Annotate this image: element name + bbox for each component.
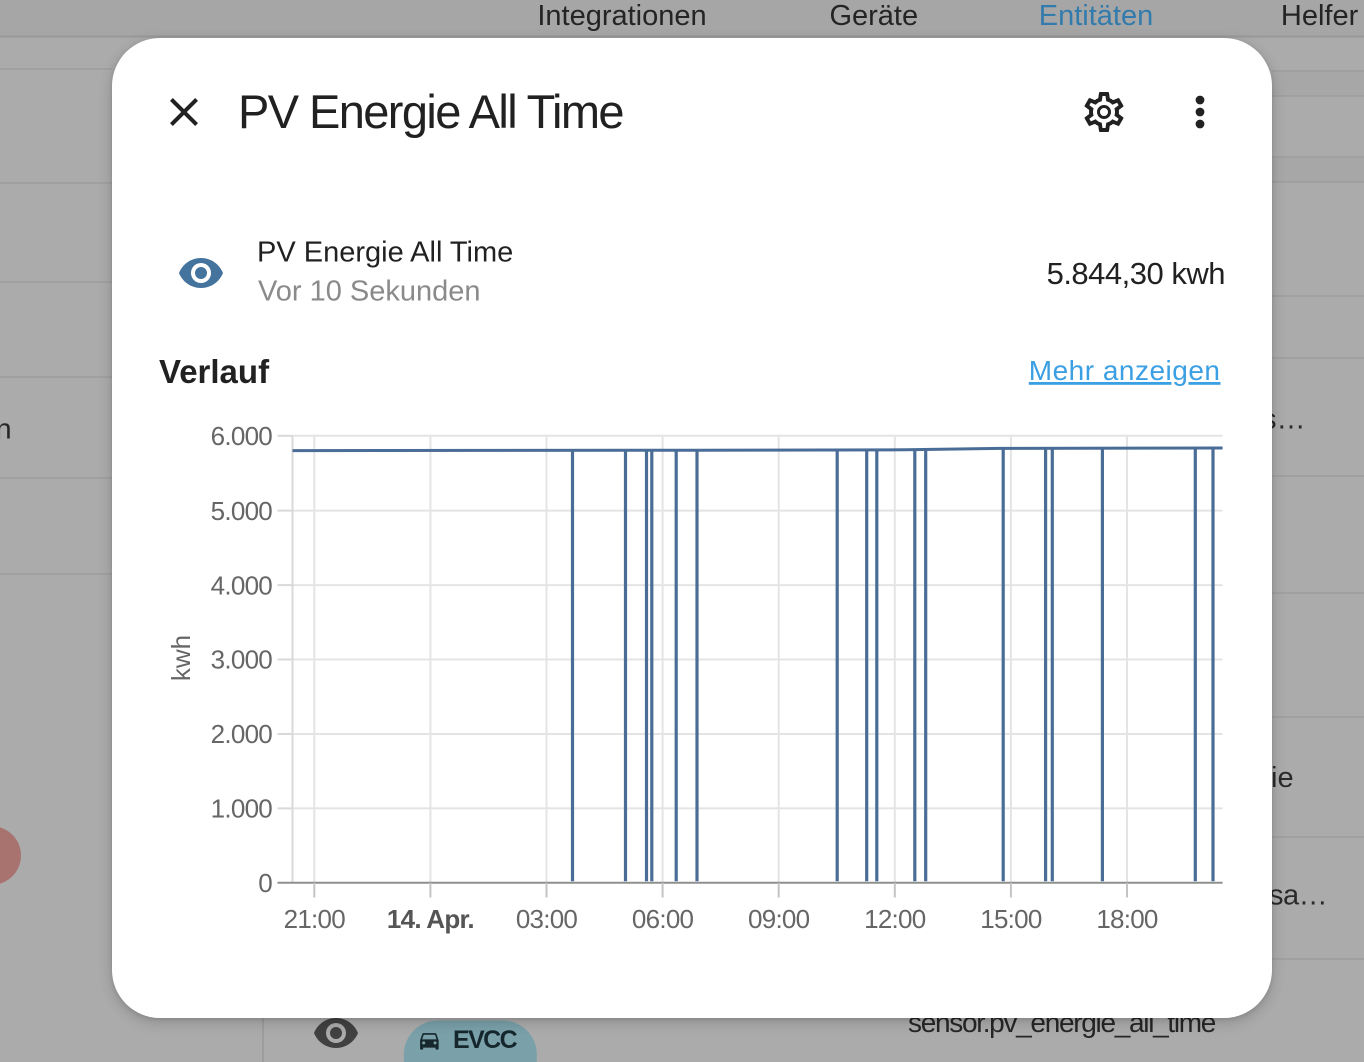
svg-text:6.000: 6.000 (211, 421, 273, 451)
svg-text:EVCC: EVCC (453, 1026, 518, 1054)
svg-text:06:00: 06:00 (632, 904, 694, 934)
svg-text:5.000: 5.000 (211, 496, 273, 526)
svg-text:14. Apr.: 14. Apr. (387, 904, 474, 934)
svg-text:12:00: 12:00 (864, 904, 926, 934)
svg-text:Entitäten: Entitäten (1039, 0, 1153, 32)
svg-text:3.000: 3.000 (211, 645, 273, 675)
svg-text:2.000: 2.000 (211, 719, 273, 749)
svg-text:sa…: sa… (1269, 880, 1327, 912)
svg-text:03:00: 03:00 (516, 904, 578, 934)
svg-text:ie: ie (1271, 762, 1294, 794)
svg-text:PV Energie All Time: PV Energie All Time (238, 85, 623, 138)
svg-text:kwh: kwh (166, 635, 196, 681)
svg-text:5.844,30 kwh: 5.844,30 kwh (1047, 256, 1225, 291)
svg-text:1.000: 1.000 (211, 794, 273, 824)
svg-text:Helfer: Helfer (1281, 0, 1359, 32)
svg-text:4.000: 4.000 (211, 570, 273, 600)
svg-text:09:00: 09:00 (748, 904, 810, 934)
svg-text:21:00: 21:00 (284, 904, 346, 934)
svg-text:Mehr anzeigen: Mehr anzeigen (1029, 355, 1221, 386)
svg-text:n: n (0, 414, 12, 446)
svg-text:18:00: 18:00 (1096, 904, 1158, 934)
svg-text:PV Energie All Time: PV Energie All Time (257, 236, 513, 268)
svg-text:Verlauf: Verlauf (159, 353, 270, 390)
svg-text:Geräte: Geräte (829, 0, 918, 32)
svg-text:Vor 10 Sekunden: Vor 10 Sekunden (258, 275, 481, 307)
svg-text:Integrationen: Integrationen (537, 0, 706, 32)
svg-text:0: 0 (258, 868, 272, 898)
svg-text:15:00: 15:00 (980, 904, 1042, 934)
